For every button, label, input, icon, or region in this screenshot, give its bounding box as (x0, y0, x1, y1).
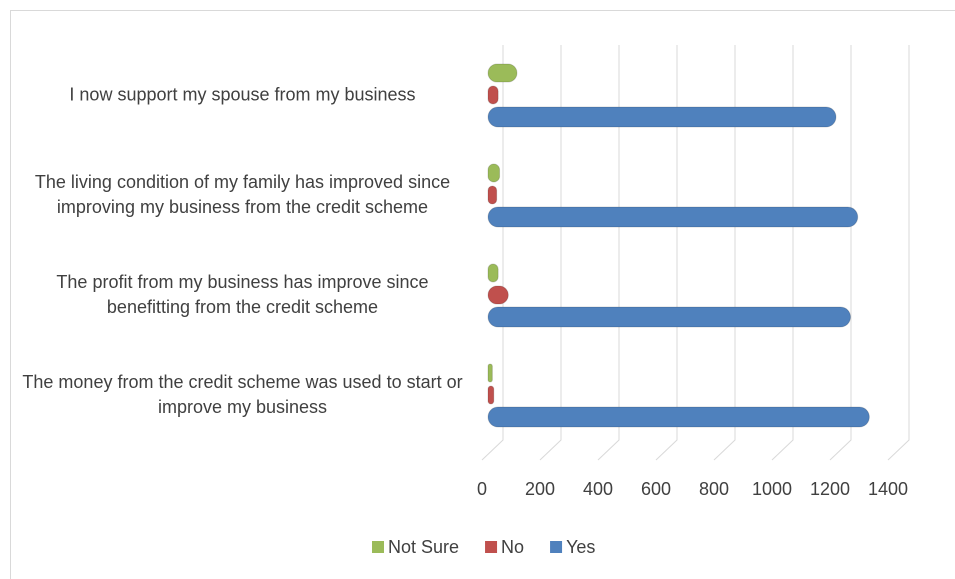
bar (487, 263, 499, 283)
legend-swatch (550, 541, 563, 553)
x-tick-label: 800 (699, 479, 729, 499)
legend-swatch (372, 541, 384, 553)
bar (487, 85, 499, 105)
chart-border (10, 10, 955, 579)
bar (487, 385, 495, 405)
x-tick-label: 1400 (868, 479, 908, 499)
grid-line (771, 45, 794, 461)
x-tick-label: 0 (477, 479, 487, 499)
bar (487, 106, 837, 128)
bar (487, 363, 493, 383)
grid-line (539, 45, 562, 461)
grid-line (655, 45, 678, 461)
y-tick-label: The profit from my business has improve … (56, 272, 429, 317)
bar (487, 63, 518, 83)
bar (487, 206, 859, 228)
grid-line (713, 45, 736, 461)
grid-line (481, 45, 504, 461)
legend-label: Yes (566, 537, 595, 557)
y-tick-label: The money from the credit scheme was use… (22, 372, 463, 417)
y-tick-label: I now support my spouse from my business (69, 84, 416, 105)
grid-line (829, 45, 852, 461)
bar (487, 406, 870, 428)
bar (487, 306, 851, 328)
x-tick-label: 200 (525, 479, 555, 499)
x-tick-label: 400 (583, 479, 613, 499)
legend-label: No (501, 537, 524, 557)
bar (487, 185, 498, 205)
x-tick-label: 1000 (752, 479, 792, 499)
grid-line (887, 45, 910, 461)
legend-swatch (485, 541, 498, 553)
grid-line (597, 45, 620, 461)
bar (487, 163, 501, 183)
legend-label: Not Sure (388, 537, 459, 557)
x-tick-label: 600 (641, 479, 671, 499)
y-tick-label: The living condition of my family has im… (34, 172, 451, 217)
x-tick-label: 1200 (810, 479, 850, 499)
bar (487, 285, 509, 305)
